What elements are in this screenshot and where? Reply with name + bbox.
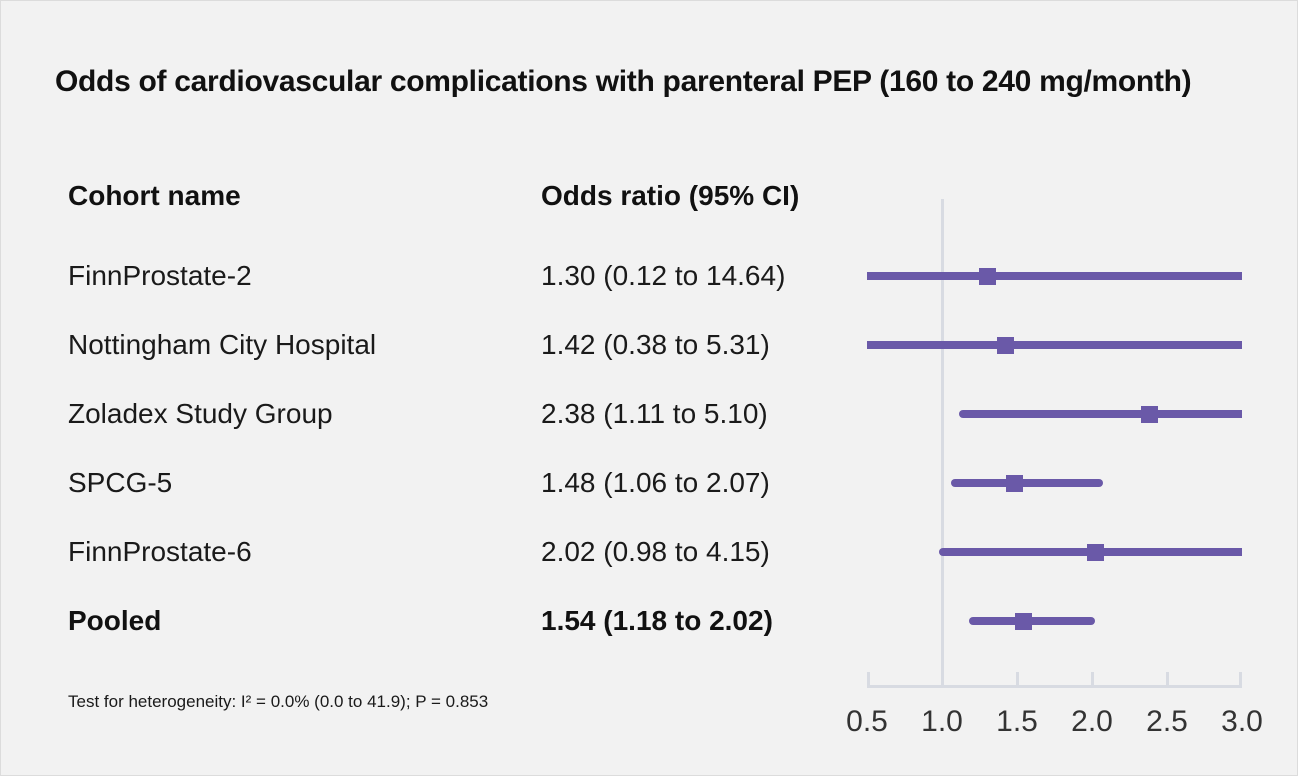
odds-ratio-value: 1.54 (1.18 to 2.02)	[541, 605, 773, 636]
reference-line-or-1	[940, 199, 944, 688]
confidence-interval-line	[867, 272, 1242, 280]
axis-tick	[867, 672, 870, 685]
odds-ratio-marker	[1014, 612, 1032, 630]
confidence-interval-line	[958, 410, 1242, 418]
cohort-name: Nottingham City Hospital	[68, 329, 377, 360]
figure-title: Odds of cardiovascular complications wit…	[55, 65, 1192, 98]
confidence-interval-line	[867, 341, 1242, 349]
heterogeneity-test-note: Test for heterogeneity: I² = 0.0% (0.0 t…	[68, 692, 489, 711]
axis-tick	[1015, 672, 1019, 685]
axis-tick-label: 2.0	[1071, 705, 1113, 738]
cohort-name: SPCG-5	[68, 467, 173, 498]
column-header-cohort-name: Cohort name	[68, 180, 241, 211]
axis-tick	[1090, 672, 1094, 685]
cohort-name: FinnProstate-6	[68, 536, 252, 567]
axis-tick	[1239, 672, 1242, 685]
axis-tick-label: 1.5	[996, 705, 1038, 738]
odds-ratio-marker	[978, 267, 996, 285]
odds-ratio-value: 2.38 (1.11 to 5.10)	[541, 398, 768, 429]
forest-plot-area: 0.5 1.0 1.5 2.0 2.5 3.0	[846, 199, 1263, 759]
x-axis-line	[867, 685, 1242, 688]
odds-ratio-marker	[1140, 405, 1158, 423]
odds-ratio-marker	[996, 336, 1014, 354]
axis-tick-label: 0.5	[846, 705, 888, 738]
confidence-interval-line	[951, 479, 1103, 487]
cohort-name: Zoladex Study Group	[68, 398, 333, 429]
axis-tick-label: 3.0	[1221, 705, 1263, 738]
confidence-interval-line	[969, 617, 1095, 625]
odds-ratio-value: 1.42 (0.38 to 5.31)	[541, 329, 770, 360]
column-header-odds-ratio: Odds ratio (95% CI)	[541, 180, 800, 211]
cohort-name: FinnProstate-2	[68, 260, 252, 291]
axis-tick-label: 1.0	[921, 705, 963, 738]
cohort-name: Pooled	[68, 605, 162, 636]
odds-ratio-marker	[1005, 474, 1023, 492]
odds-ratio-marker	[1086, 543, 1104, 561]
odds-ratio-value: 1.48 (1.06 to 2.07)	[541, 467, 770, 498]
axis-tick	[1165, 672, 1169, 685]
axis-tick-label: 2.5	[1146, 705, 1188, 738]
odds-ratio-value: 1.30 (0.12 to 14.64)	[541, 260, 786, 291]
axis-tick	[940, 672, 944, 685]
odds-ratio-value: 2.02 (0.98 to 4.15)	[541, 536, 770, 567]
